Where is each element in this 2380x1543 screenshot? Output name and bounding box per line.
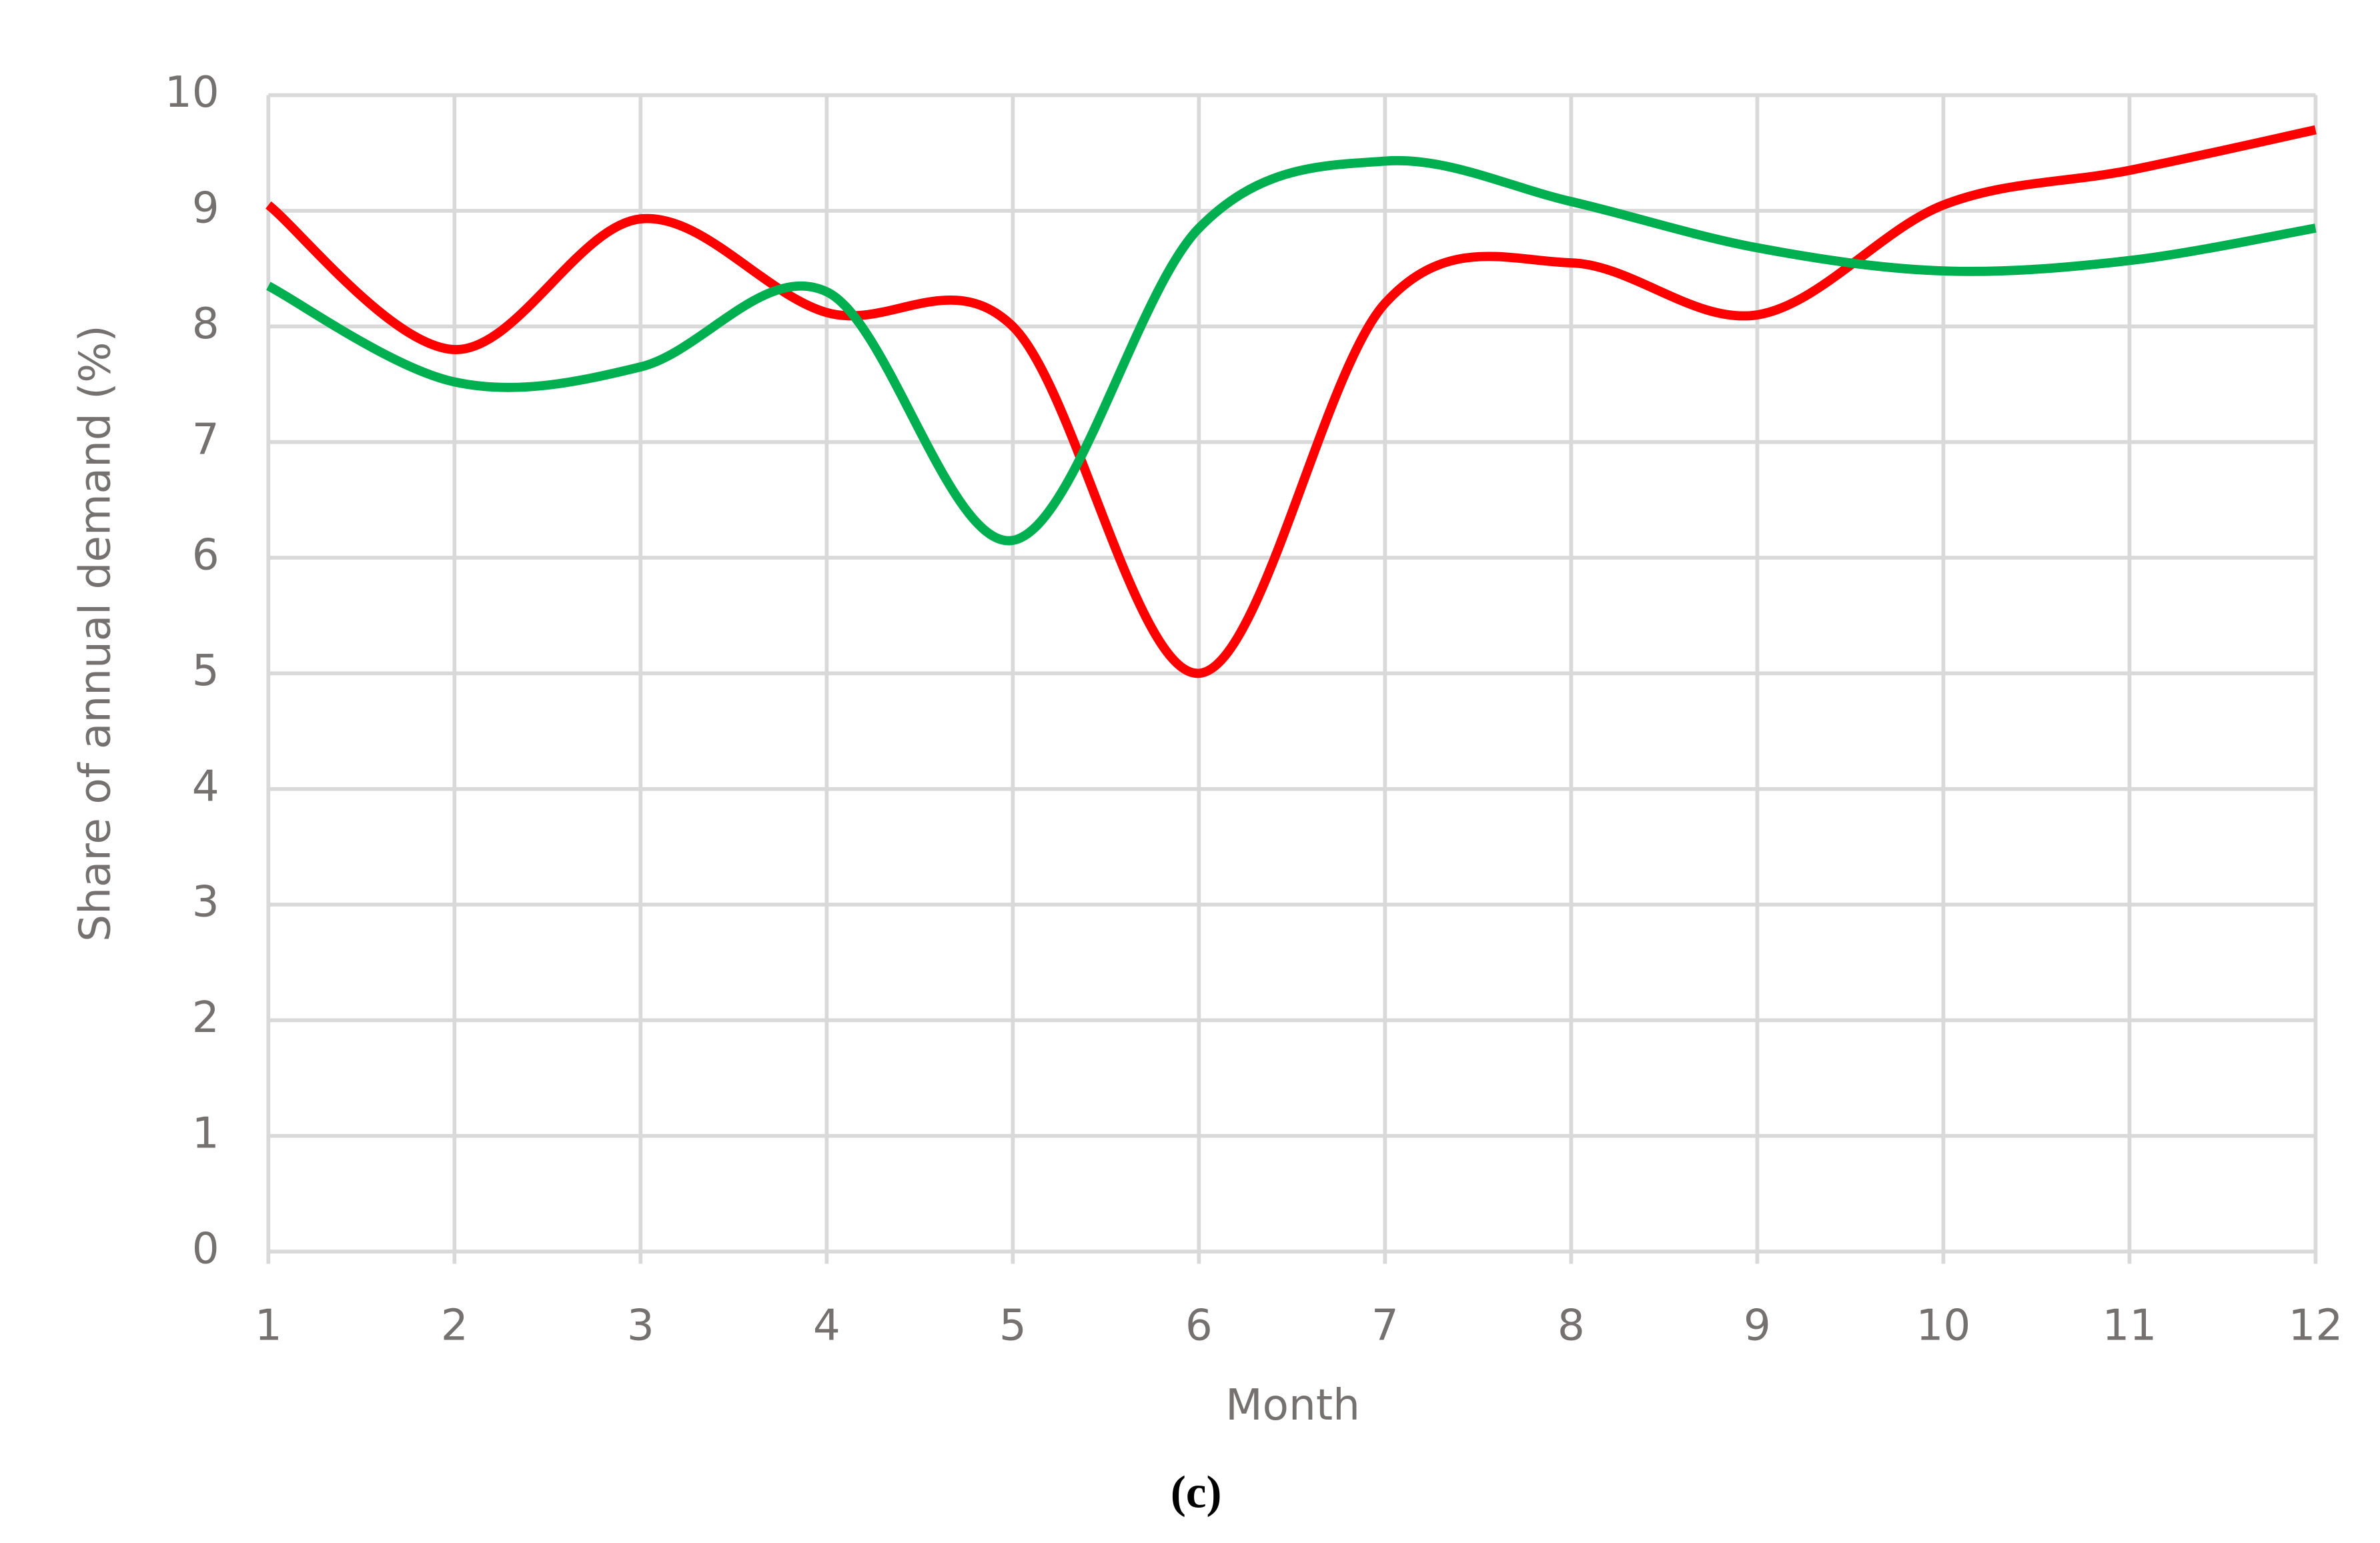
y-tick-label: 4 [192,761,219,811]
x-tick-label: 1 [255,1301,282,1351]
y-axis-title: Share of annual demand (%) [71,325,121,941]
y-tick-label: 3 [192,877,219,927]
x-axis-title: Month [1225,1380,1360,1430]
y-tick-label: 7 [192,414,219,464]
x-tick-label: 5 [999,1301,1027,1351]
x-tick-label: 7 [1371,1301,1399,1351]
x-tick-label: 6 [1185,1301,1213,1351]
x-tick-label: 9 [1744,1301,1771,1351]
data-line [265,125,2317,678]
y-tick-label: 2 [192,993,219,1043]
y-tick-label: 5 [192,646,219,696]
data-line [266,155,2317,546]
x-tick-label: 10 [1916,1301,1970,1351]
caption: (c) [1171,1467,1222,1518]
y-tick-label: 8 [192,299,219,349]
y-tick-label: 9 [192,183,219,233]
x-tick-label: 2 [441,1301,468,1351]
y-tick-label: 1 [192,1108,219,1158]
x-tick-label: 11 [2102,1301,2157,1351]
y-tick-label: 10 [165,67,219,117]
x-tick-label: 4 [813,1301,840,1351]
y-tick-label: 0 [192,1224,219,1274]
x-tick-label: 3 [627,1301,654,1351]
x-tick-label: 8 [1558,1301,1585,1351]
y-tick-label: 6 [192,530,219,580]
x-tick-label: 12 [2288,1301,2343,1351]
